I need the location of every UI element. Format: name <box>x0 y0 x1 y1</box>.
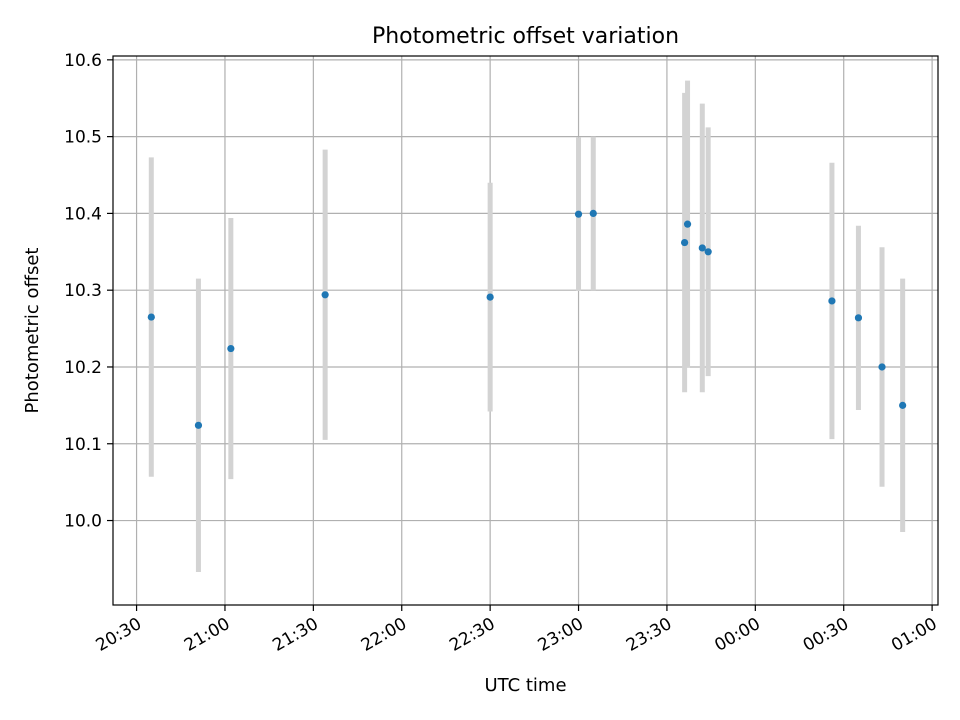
axis-ticks: 20:30 21:00 21:30 22:00 22:30 23:00 23:30 00:00… <box>64 51 940 656</box>
chart-title: Photometric offset variation <box>372 24 679 49</box>
data-point <box>321 291 329 299</box>
data-point <box>704 248 712 256</box>
x-tick-label: 22:30 <box>446 614 498 656</box>
data-point <box>683 220 692 228</box>
x-tick-label: 00:00 <box>711 614 763 656</box>
x-tick-label: 21:00 <box>181 614 233 656</box>
data-point <box>828 297 836 305</box>
data-point <box>878 363 886 371</box>
data-point <box>227 344 235 353</box>
data-point <box>589 209 597 218</box>
data-points <box>147 209 907 429</box>
data-point <box>698 244 706 252</box>
error-bars <box>148 80 906 572</box>
y-axis-label: Photometric offset <box>22 248 43 414</box>
x-tick-label: 21:30 <box>269 614 321 656</box>
data-point <box>681 238 689 247</box>
plot-area-frame <box>112 55 939 606</box>
y-tick-label: 10.5 <box>64 128 102 148</box>
y-tick-label: 10.0 <box>64 512 102 532</box>
x-axis-label: UTC time <box>484 675 566 696</box>
y-tick-label: 10.3 <box>64 281 102 301</box>
y-tick-label: 10.6 <box>64 51 102 71</box>
y-tick-label: 10.2 <box>64 358 102 378</box>
x-tick-label: 23:00 <box>535 614 587 656</box>
data-point <box>194 421 203 429</box>
x-tick-label: 23:30 <box>623 614 675 656</box>
x-tick-label: 00:30 <box>800 614 852 656</box>
data-point <box>486 293 494 301</box>
data-point <box>147 313 155 321</box>
y-tick-label: 10.4 <box>64 204 102 224</box>
data-point <box>574 210 583 218</box>
x-tick-label: 20:30 <box>93 614 145 656</box>
x-tick-label: 01:00 <box>888 614 940 656</box>
grid-lines <box>113 56 938 605</box>
y-tick-label: 10.1 <box>64 435 102 455</box>
x-tick-label: 22:00 <box>358 614 410 656</box>
data-point <box>854 314 863 322</box>
data-point <box>899 401 907 409</box>
